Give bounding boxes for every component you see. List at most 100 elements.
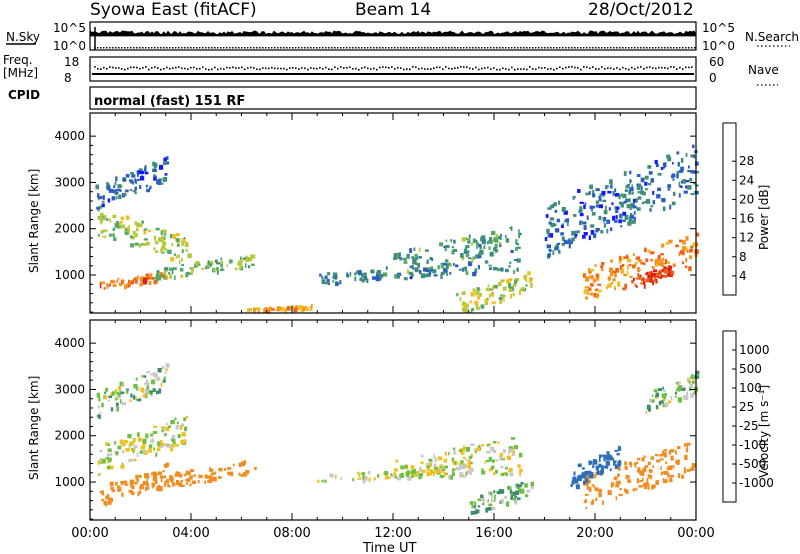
range-cell bbox=[112, 214, 117, 219]
range-cell bbox=[689, 255, 693, 259]
range-cell bbox=[373, 477, 376, 481]
nsearch-dot bbox=[274, 47, 276, 49]
range-cell bbox=[660, 269, 664, 272]
nave-dot bbox=[274, 67, 276, 70]
range-cell bbox=[598, 458, 601, 463]
nave-dot bbox=[655, 67, 657, 70]
nave-tick-bottom: 0 bbox=[709, 71, 717, 85]
range-cell bbox=[143, 375, 147, 378]
range-cell bbox=[143, 230, 147, 235]
range-cell bbox=[547, 253, 550, 259]
nave-dot bbox=[346, 67, 348, 69]
range-cell bbox=[632, 253, 635, 256]
range-cell bbox=[465, 471, 468, 476]
nsearch-dot bbox=[652, 47, 654, 49]
range-cell bbox=[607, 191, 612, 194]
range-cell bbox=[693, 154, 696, 159]
range-cell bbox=[644, 465, 649, 468]
range-cell bbox=[654, 274, 658, 277]
range-cell bbox=[482, 498, 485, 503]
nsearch-dot bbox=[628, 47, 630, 49]
range-cell bbox=[137, 172, 139, 177]
range-cell bbox=[608, 207, 611, 211]
range-cell bbox=[106, 286, 109, 289]
range-cell bbox=[137, 178, 141, 181]
range-cell bbox=[145, 473, 149, 476]
nave-trace bbox=[94, 66, 693, 71]
range-cell bbox=[594, 487, 599, 491]
colorbar-tick-label: 24 bbox=[739, 173, 754, 187]
range-cell bbox=[134, 191, 137, 195]
range-cell bbox=[595, 188, 600, 192]
nsearch-dot bbox=[523, 47, 525, 49]
nave-dot bbox=[307, 68, 309, 71]
range-cell bbox=[494, 243, 498, 249]
range-cell bbox=[181, 423, 184, 427]
nave-dot bbox=[373, 67, 375, 70]
range-cell bbox=[606, 451, 610, 455]
range-cell bbox=[642, 477, 644, 481]
range-cell bbox=[251, 263, 255, 266]
range-cell bbox=[116, 280, 118, 283]
range-cell bbox=[146, 188, 150, 193]
range-cell bbox=[618, 195, 621, 200]
range-cell bbox=[143, 238, 148, 241]
range-cell bbox=[139, 184, 142, 189]
nsearch-dot bbox=[610, 47, 612, 49]
nave-dot bbox=[454, 67, 456, 69]
range-cell bbox=[394, 476, 398, 479]
range-cell bbox=[515, 490, 520, 495]
range-cell bbox=[488, 246, 491, 250]
range-cell bbox=[694, 374, 697, 379]
range-cell bbox=[595, 293, 600, 298]
range-cell bbox=[403, 277, 408, 281]
range-cell bbox=[119, 189, 122, 192]
range-cell bbox=[593, 485, 596, 488]
range-cell bbox=[598, 463, 602, 468]
nave-dot bbox=[235, 67, 237, 69]
range-cell bbox=[99, 281, 102, 286]
range-cell bbox=[610, 227, 613, 231]
range-cell bbox=[155, 452, 158, 457]
nsearch-dot bbox=[256, 47, 258, 49]
range-cell bbox=[639, 479, 643, 482]
range-cell bbox=[465, 271, 469, 275]
range-cell bbox=[162, 229, 166, 234]
range-cell bbox=[425, 249, 429, 252]
range-cell bbox=[660, 253, 664, 256]
range-cell bbox=[418, 256, 422, 259]
range-cell bbox=[169, 476, 174, 482]
range-cell bbox=[128, 179, 134, 183]
range-cell bbox=[100, 230, 105, 233]
range-cell bbox=[580, 220, 583, 224]
range-cell bbox=[622, 287, 627, 291]
range-cell bbox=[302, 307, 305, 312]
range-cell bbox=[170, 257, 174, 262]
range-cell bbox=[107, 453, 110, 457]
range-cell bbox=[220, 260, 224, 265]
range-cell bbox=[332, 272, 338, 277]
range-cell bbox=[111, 391, 115, 396]
range-cell bbox=[460, 465, 465, 470]
range-cell bbox=[242, 472, 246, 477]
nsearch-dot bbox=[547, 47, 549, 49]
range-cell bbox=[593, 459, 597, 463]
range-cell bbox=[340, 476, 343, 481]
range-cell bbox=[475, 290, 480, 296]
range-cell bbox=[136, 477, 139, 482]
nave-dot bbox=[484, 67, 486, 69]
range-cell bbox=[491, 292, 494, 296]
range-cell bbox=[695, 371, 700, 377]
nave-dot bbox=[631, 66, 633, 69]
range-cell bbox=[208, 475, 213, 479]
range-cell bbox=[162, 241, 167, 246]
range-cell bbox=[638, 184, 641, 187]
range-cell bbox=[99, 411, 101, 416]
range-cell bbox=[135, 179, 138, 185]
range-cell bbox=[143, 228, 148, 231]
range-cell bbox=[502, 286, 507, 291]
range-cell bbox=[508, 283, 512, 288]
nsearch-dot bbox=[145, 47, 147, 49]
range-cell bbox=[647, 274, 652, 279]
range-cell bbox=[99, 460, 102, 464]
